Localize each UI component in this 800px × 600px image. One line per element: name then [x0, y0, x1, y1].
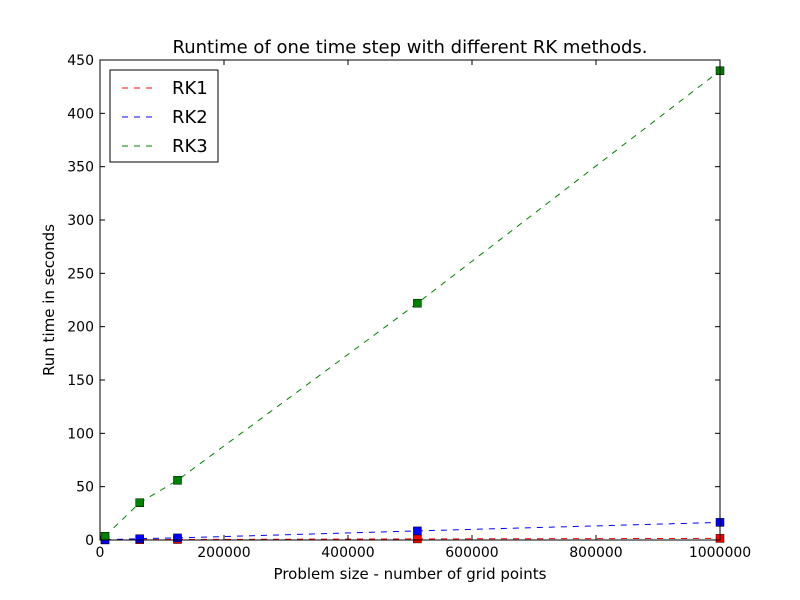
y-tick-label: 50	[76, 480, 94, 496]
chart-title: Runtime of one time step with different …	[173, 37, 648, 58]
data-point-rk3	[100, 532, 110, 541]
data-point-rk1	[413, 534, 422, 544]
y-tick-label: 450	[67, 53, 94, 69]
series-line-rk3	[104, 70, 721, 537]
x-tick-label: 800000	[569, 545, 622, 561]
legend-label: RK2	[172, 107, 208, 128]
x-tick-label: 400000	[321, 545, 374, 561]
x-tick-label: 0	[96, 545, 105, 561]
data-point-rk3	[413, 298, 422, 308]
data-point-rk2	[173, 533, 182, 543]
data-point-rk3	[135, 498, 144, 507]
legend-box	[109, 69, 219, 163]
data-point-rk2	[413, 526, 422, 536]
data-point-rk3	[173, 476, 182, 485]
x-tick-label: 600000	[445, 545, 498, 561]
y-axis-label: Run time in seconds	[40, 224, 58, 376]
y-tick-label: 400	[67, 106, 94, 122]
x-tick-label: 1000000	[689, 545, 751, 561]
legend: RK1 RK2 RK3	[109, 69, 219, 163]
y-tick-label: 250	[67, 266, 94, 282]
y-tick-label: 0	[85, 533, 94, 549]
plot-frame	[99, 59, 721, 541]
axis-ticks: 0 200000 400000 600000 800000 1000000 0 50 100 15…	[67, 53, 751, 561]
legend-label: RK1	[172, 78, 208, 99]
y-tick-label: 200	[67, 320, 94, 336]
x-axis-label: Problem size - number of grid points	[274, 565, 547, 583]
legend-label: RK3	[172, 136, 208, 157]
y-tick-label: 300	[67, 213, 94, 229]
y-tick-label: 100	[67, 426, 94, 442]
y-tick-label: 150	[67, 373, 94, 389]
y-tick-label: 350	[67, 160, 94, 176]
data-point-rk2	[135, 534, 144, 543]
x-tick-label: 200000	[197, 545, 250, 561]
